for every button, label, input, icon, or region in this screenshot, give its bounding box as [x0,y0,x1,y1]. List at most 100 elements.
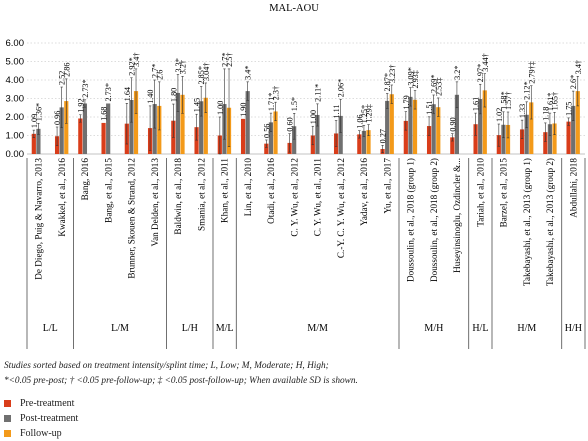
category-label: Doussoulin, et al., 2018 (group 1) [406,158,416,282]
value-label-post: 1.61* [546,93,555,111]
value-label-follow: 2.79†‡ [527,61,536,84]
bar-post [338,115,343,154]
bar-follow [389,94,394,154]
bar-follow [273,111,278,154]
value-label-follow: 2.6 [155,70,164,80]
footnote-sorting: Studies sorted based on treatment intens… [4,361,329,371]
category-label: De Diego, Puig & Navarro, 2013 [34,158,44,280]
chart-title: MAL-AOU [269,3,319,14]
value-label-pre: 1.80 [169,88,178,102]
value-label-pre: 1.45 [193,98,202,112]
value-label-post: 2.97* [476,64,485,82]
category-label: C. Y. Wu, et al., 2011 [313,158,323,237]
legend-label-post: Post-treatment [20,412,79,424]
value-label-post: 2.69* [430,75,439,93]
y-tick-label: 5.00 [6,57,25,68]
value-label-post: 2.52 [58,71,67,85]
value-label-pre: 1.09 [30,114,39,128]
bar-post [36,128,41,154]
bar-post [268,122,274,154]
bar-follow [436,107,441,154]
value-label-pre: 1.90 [239,103,248,117]
value-label-follow: 1.57† [504,92,513,110]
bar-follow [180,94,185,154]
category-label: Abdullahi, 2018 [568,158,578,218]
value-label-follow: 2.53‡ [434,78,443,96]
value-label-pre: 1.33 [518,104,527,118]
value-label-pre: 0.27 [379,129,388,143]
value-labels: 1.091.36* 0.962.522.861.922.73*1.682.73* 1… [30,53,583,144]
value-label-pre: 1.75 [565,102,574,116]
category-labels: De Diego, Puig & Navarro, 2013 Kwakkel, e… [34,158,579,286]
bar-post [524,114,529,154]
bar-pre [566,121,571,154]
bar-post [175,92,181,154]
bar-pre [240,118,246,154]
bar-post [408,96,413,154]
value-label-follow: 1.65† [551,92,560,110]
value-label-post: 2.92* [127,57,136,75]
value-label-follow: 3.23† [388,65,397,83]
value-label-pre: 1.00 [216,101,225,115]
value-label-follow: 2.3† [272,86,281,100]
bar-post [292,126,297,154]
value-label-pre: 0.56 [262,124,271,138]
y-tick-label: 6.00 [6,38,25,49]
group-label: L/H [182,323,198,334]
bar-follow [529,102,534,154]
category-label: Takebayashi, et al., 2013 (group 2) [545,158,555,286]
bar-post [547,124,553,154]
bar-follow [203,97,208,154]
value-label-follow: 2.5† [225,53,234,67]
bar-post [106,103,111,154]
value-label-post: 2.85* [197,66,206,84]
category-label: Tariah, et al., 2010 [475,158,485,227]
legend-item-pre: Pre-treatment [4,397,74,409]
value-label-post: 3.09* [406,67,415,85]
value-label-post: 3.2* [453,66,462,80]
bar-post [152,104,157,154]
category-label: Takebayashi, et al., 2013 (group 1) [522,158,532,286]
value-label-post: 1.25* [360,105,369,123]
value-label-post: 1.58* [499,91,508,109]
bar-pre [519,129,525,154]
bar-pre [264,143,269,154]
value-label-pre: 1.40 [146,90,155,104]
category-label: Huseyinsinoglu, Ozdincler &... [452,158,462,273]
value-label-follow: 2.86 [62,63,71,77]
category-label: Doussoulin, et al., 2018 (group 2) [429,158,439,282]
legend-item-follow: Follow-up [4,427,62,439]
value-label-follow: 3.44† [481,53,490,71]
value-label-post: 2.7* [220,53,229,67]
value-label-pre: 1.18 [541,107,550,121]
value-label-follow: 3.2† [179,60,188,74]
bar-post [82,103,88,154]
bar-post [431,104,436,154]
legend-label-follow: Follow-up [20,427,62,439]
group-label: M/H [424,323,443,334]
value-label-pre: 1.00 [309,110,318,124]
category-label: Brunner, Skouen & Strand, 2012 [127,158,137,279]
value-label-post: 2.73* [81,79,90,97]
value-label-post: 2.6* [569,75,578,89]
group-label: L/L [43,323,58,334]
value-label-pre: 1.06 [355,114,364,128]
category-label: Otadi, et al., 2016 [266,158,276,224]
category-label: Yadav, et al., 2016 [359,158,369,226]
bar-pre [101,122,106,154]
category-label: C.-Y. C. Y. Wu, et al., 2012 [336,158,346,259]
legend-swatch-post [4,414,11,422]
legend-swatch-pre [4,399,11,407]
group-label: M/M [307,323,328,334]
value-label-pre: 0.60 [286,117,295,131]
value-label-post: 1.36* [34,103,43,121]
bar-pre [450,137,455,154]
value-label-follow: 3.04† [202,63,211,81]
value-label-post: 2.11* [313,84,322,102]
y-tick-label: 1.00 [6,131,25,142]
value-label-follow: 3.4† [574,60,583,74]
category-label: C. Y. Wu, et al., 2012 [289,158,299,237]
bar-post [385,100,390,154]
category-label: Yu, et al., 2017 [382,158,392,214]
